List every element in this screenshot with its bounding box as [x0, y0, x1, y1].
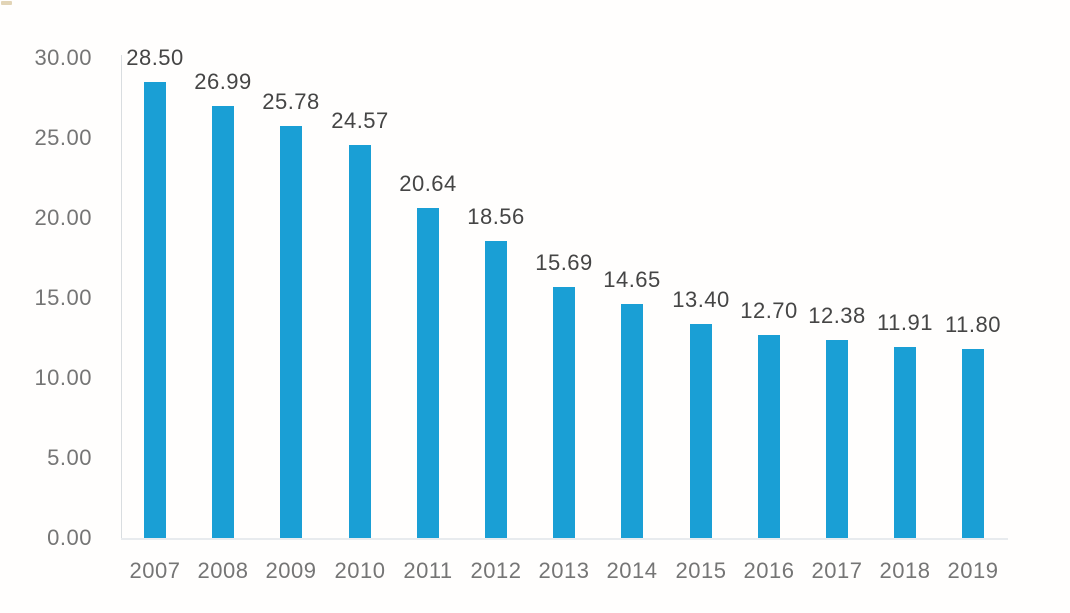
bar-2012 [485, 241, 507, 538]
bar-2018 [894, 347, 916, 538]
x-tick-label: 2017 [811, 558, 863, 583]
bar-value-label: 28.50 [126, 45, 184, 70]
bar-2013 [553, 287, 575, 538]
x-tick-label: 2008 [197, 558, 249, 583]
bar-2007 [144, 82, 166, 538]
x-tick-label: 2014 [606, 558, 658, 583]
x-tick-label: 2010 [334, 558, 386, 583]
y-tick-label: 30.00 [34, 45, 92, 70]
y-tick-label: 20.00 [34, 205, 92, 230]
y-tick-label: 25.00 [34, 125, 92, 150]
x-tick-label: 2012 [470, 558, 522, 583]
bar-value-label: 11.80 [945, 312, 1001, 337]
bar-value-label: 14.65 [603, 267, 661, 292]
x-tick-label: 2019 [947, 558, 999, 583]
x-tick-label: 2011 [403, 558, 453, 583]
x-tick-label: 2013 [538, 558, 590, 583]
bar-value-label: 12.70 [740, 298, 798, 323]
bar-value-label: 18.56 [467, 204, 525, 229]
bar-2017 [826, 340, 848, 538]
bar-value-label: 25.78 [262, 89, 320, 114]
bar-value-label: 13.40 [672, 287, 730, 312]
y-tick-label: 10.00 [34, 365, 92, 390]
corner-artifact [1, 1, 12, 5]
bar-2019 [962, 349, 984, 538]
x-axis-baseline [121, 538, 1008, 540]
bar-2015 [690, 324, 712, 538]
x-tick-label: 2016 [743, 558, 795, 583]
y-tick-label: 15.00 [34, 285, 92, 310]
bar-2008 [212, 106, 234, 538]
bar-value-label: 11.91 [877, 310, 933, 335]
x-tick-label: 2018 [879, 558, 931, 583]
y-tick-label: 5.00 [47, 445, 92, 470]
bar-value-label: 20.64 [399, 171, 457, 196]
bar-value-label: 15.69 [535, 250, 593, 275]
bar-2016 [758, 335, 780, 538]
bar-value-label: 26.99 [194, 69, 252, 94]
y-axis-line [121, 55, 122, 540]
bar-value-label: 24.57 [331, 108, 389, 133]
bar-2014 [621, 304, 643, 538]
y-tick-label: 0.00 [47, 525, 92, 550]
x-tick-label: 2015 [675, 558, 727, 583]
x-tick-label: 2007 [129, 558, 181, 583]
bar-2010 [349, 145, 371, 538]
x-tick-label: 2009 [265, 558, 317, 583]
bar-value-label: 12.38 [808, 303, 866, 328]
bar-2011 [417, 208, 439, 538]
bar-2009 [280, 126, 302, 538]
